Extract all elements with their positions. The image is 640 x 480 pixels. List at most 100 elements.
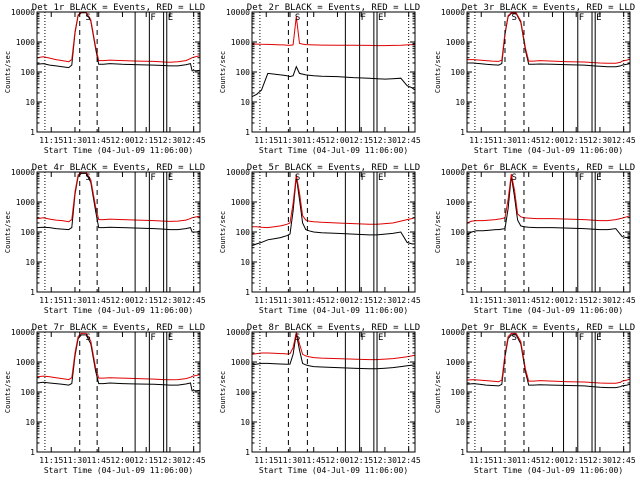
y-tick-label: 100 bbox=[451, 68, 466, 77]
x-tick-label: 11:15 bbox=[39, 456, 63, 465]
x-tick-label: 12:00 bbox=[540, 136, 564, 145]
x-tick-label: 11:45 bbox=[517, 456, 541, 465]
y-tick-label: 10000 bbox=[441, 328, 465, 337]
x-axis-label: Start Time (04-Jul-09 11:06:00) bbox=[44, 466, 193, 475]
x-tick-label: 12:45 bbox=[397, 456, 421, 465]
y-tick-label: 100 bbox=[236, 228, 251, 237]
marker-label-f: F bbox=[579, 333, 584, 343]
y-tick-label: 10000 bbox=[11, 8, 35, 17]
events-series-line bbox=[466, 175, 630, 239]
y-tick-label: 100 bbox=[451, 228, 466, 237]
plot-frame bbox=[251, 171, 416, 293]
x-tick-label: 12:15 bbox=[349, 456, 373, 465]
panel-title: Det 1r BLACK = Events, RED = LLD bbox=[32, 3, 205, 13]
y-tick-label: 10000 bbox=[441, 8, 465, 17]
x-tick-label: 12:00 bbox=[325, 456, 349, 465]
y-axis-label: Counts/sec bbox=[219, 211, 227, 253]
y-tick-label: 1 bbox=[245, 288, 250, 297]
x-tick-label: 11:30 bbox=[63, 456, 87, 465]
panel-title: Det 4r BLACK = Events, RED = LLD bbox=[32, 163, 205, 173]
y-axis-label: Counts/sec bbox=[4, 211, 12, 253]
x-tick-label: 12:30 bbox=[588, 136, 612, 145]
marker-label-s: S bbox=[511, 173, 516, 183]
lld-series-line bbox=[251, 332, 416, 361]
y-tick-label: 10 bbox=[240, 98, 250, 107]
y-tick-label: 1 bbox=[245, 448, 250, 457]
marker-label-s: S bbox=[295, 173, 300, 183]
y-tick-label: 10 bbox=[25, 418, 35, 427]
y-tick-label: 1000 bbox=[16, 358, 35, 367]
events-series-line bbox=[466, 334, 631, 389]
marker-label-e: E bbox=[378, 13, 383, 23]
x-tick-label: 12:45 bbox=[397, 296, 421, 305]
x-tick-label: 11:15 bbox=[254, 456, 278, 465]
y-tick-label: 10 bbox=[455, 418, 465, 427]
x-tick-label: 12:00 bbox=[325, 296, 349, 305]
x-axis-label: Start Time (04-Jul-09 11:06:00) bbox=[259, 146, 408, 155]
y-tick-label: 10 bbox=[240, 258, 250, 267]
y-tick-label: 1000 bbox=[16, 198, 35, 207]
plot-frame bbox=[466, 331, 631, 453]
x-tick-label: 12:30 bbox=[158, 136, 182, 145]
x-tick-label: 12:00 bbox=[540, 296, 564, 305]
y-axis-label: Counts/sec bbox=[434, 371, 442, 413]
x-tick-label: 11:45 bbox=[87, 296, 111, 305]
x-tick-label: 12:15 bbox=[564, 136, 588, 145]
x-tick-label: 11:15 bbox=[254, 136, 278, 145]
y-tick-label: 10000 bbox=[226, 168, 250, 177]
marker-label-s: S bbox=[511, 13, 516, 23]
events-series-line bbox=[251, 65, 416, 98]
lld-series-line bbox=[466, 174, 631, 224]
y-axis-label: Counts/sec bbox=[434, 51, 442, 93]
x-tick-label: 12:45 bbox=[612, 136, 636, 145]
marker-label-f: F bbox=[150, 333, 155, 343]
x-tick-label: 12:45 bbox=[612, 456, 636, 465]
marker-label-e: E bbox=[168, 173, 173, 183]
marker-label-s: S bbox=[85, 173, 90, 183]
marker-label-f: F bbox=[150, 173, 155, 183]
marker-label-s: S bbox=[85, 333, 90, 343]
plot-frame bbox=[36, 171, 201, 293]
plot-frame bbox=[36, 331, 201, 453]
marker-label-f: F bbox=[579, 13, 584, 23]
marker-label-f: F bbox=[579, 173, 584, 183]
y-tick-label: 10000 bbox=[441, 168, 465, 177]
x-tick-label: 12:15 bbox=[564, 296, 588, 305]
y-axis-label: Counts/sec bbox=[4, 51, 12, 93]
plot-frame bbox=[466, 11, 631, 133]
lld-series-line bbox=[467, 12, 631, 64]
marker-label-f: F bbox=[361, 13, 366, 23]
x-tick-label: 11:15 bbox=[39, 296, 63, 305]
events-series-line bbox=[36, 334, 201, 392]
y-tick-label: 100 bbox=[236, 388, 251, 397]
x-tick-label: 12:00 bbox=[110, 296, 134, 305]
x-tick-label: 11:45 bbox=[302, 456, 326, 465]
marker-label-e: E bbox=[378, 333, 383, 343]
y-tick-label: 1 bbox=[30, 128, 35, 137]
lld-series-line bbox=[252, 174, 416, 229]
x-tick-label: 11:15 bbox=[39, 136, 63, 145]
x-tick-label: 11:45 bbox=[87, 456, 111, 465]
y-tick-label: 100 bbox=[236, 68, 251, 77]
marker-label-f: F bbox=[150, 13, 155, 23]
events-series-line bbox=[36, 12, 201, 72]
y-tick-label: 100 bbox=[21, 68, 36, 77]
y-axis-label: Counts/sec bbox=[219, 51, 227, 93]
x-tick-label: 11:45 bbox=[302, 296, 326, 305]
events-series-line bbox=[36, 172, 201, 233]
x-axis-label: Start Time (04-Jul-09 11:06:00) bbox=[474, 306, 623, 315]
y-tick-label: 1 bbox=[30, 448, 35, 457]
x-tick-label: 12:00 bbox=[540, 456, 564, 465]
y-tick-label: 1000 bbox=[446, 198, 465, 207]
marker-label-s: S bbox=[295, 333, 300, 343]
x-tick-label: 11:30 bbox=[493, 456, 517, 465]
